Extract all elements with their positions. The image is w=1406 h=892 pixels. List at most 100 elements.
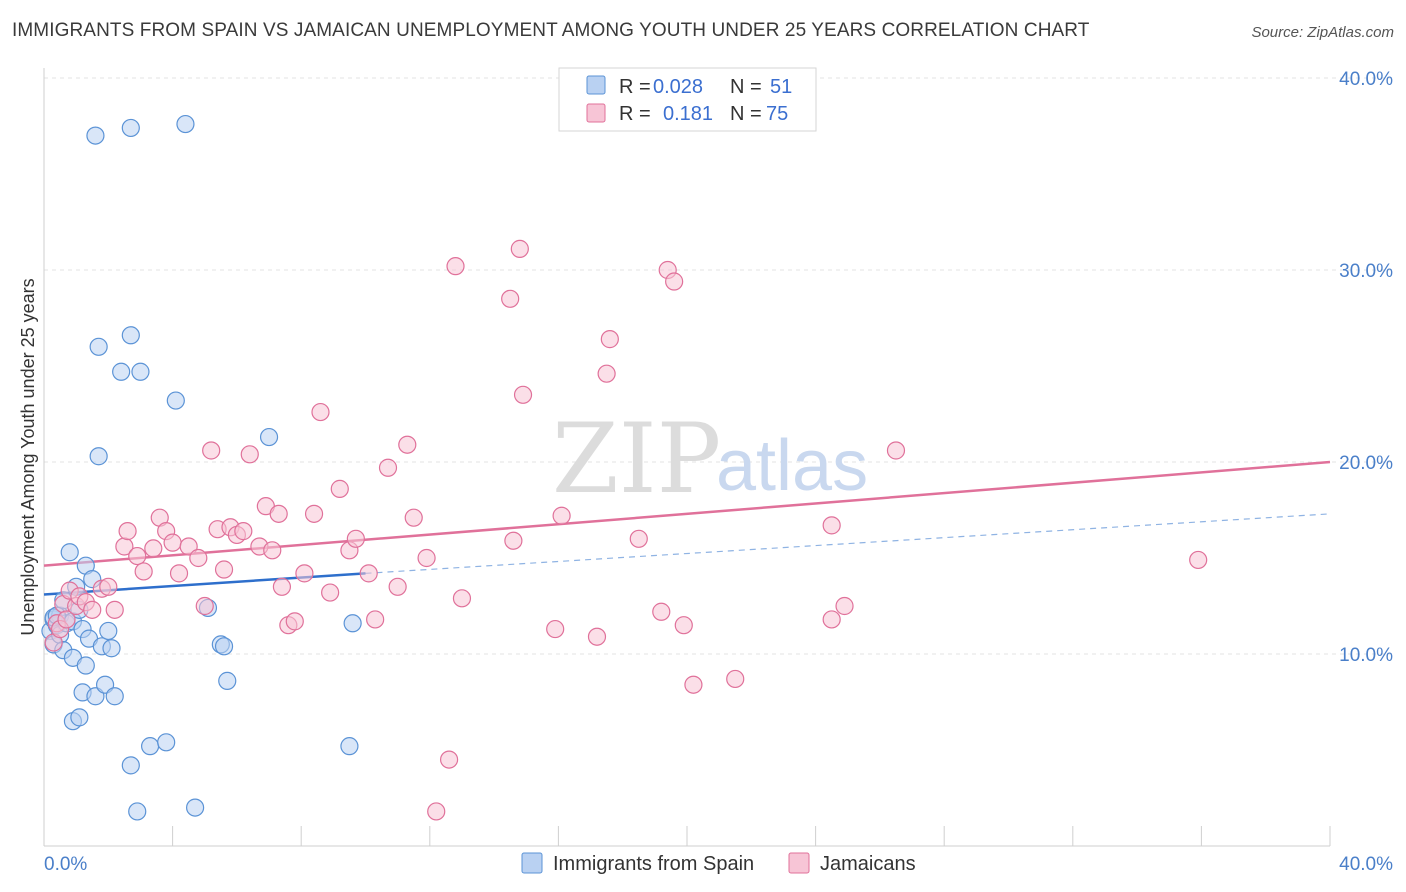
- spain-point-16: [76, 656, 95, 675]
- legend-swatch-jamaica: [586, 103, 606, 123]
- jamaica-point-73: [822, 516, 841, 535]
- jamaica-point-30: [234, 522, 253, 541]
- jamaica-point-75: [835, 596, 854, 616]
- spain-point-47: [176, 114, 195, 134]
- jamaica-point-66: [629, 529, 648, 548]
- spain-point-43: [343, 614, 362, 633]
- jamaica-point-62: [552, 506, 571, 525]
- jamaica-point-77: [1189, 550, 1208, 570]
- jamaica-point-64: [597, 364, 616, 383]
- spain-point-46: [121, 118, 140, 138]
- spain-point-37: [186, 798, 205, 817]
- jamaica-point-20: [163, 533, 182, 552]
- y-tick-label-30: 30.0%: [1339, 261, 1393, 282]
- jamaica-point-42: [321, 583, 340, 602]
- watermark-zip: ZIP: [552, 403, 721, 515]
- spain-point-44: [340, 737, 359, 756]
- jamaica-point-15: [128, 546, 147, 566]
- spain-point-21: [70, 708, 89, 727]
- jamaica-point-76: [886, 441, 906, 460]
- jamaica-point-43: [330, 479, 349, 498]
- legend-swatch-spain: [586, 75, 606, 95]
- bottom-legend-swatch-spain: [521, 852, 543, 874]
- jamaica-point-34: [263, 541, 282, 560]
- jamaica-point-27: [214, 560, 234, 579]
- spain-point-33: [121, 756, 140, 775]
- jamaica-point-56: [446, 257, 465, 276]
- jamaica-point-41: [311, 402, 330, 422]
- jamaica-point-67: [652, 602, 671, 621]
- spain-point-8: [60, 543, 79, 562]
- jamaica-point-69: [665, 272, 684, 291]
- legend-r-label-spain: R =: [619, 76, 651, 98]
- legend-r-value-spain: 0.028: [653, 76, 703, 98]
- jamaica-point-54: [439, 750, 459, 769]
- legend-n-value-jamaica: 75: [766, 103, 788, 125]
- spain-point-35: [157, 733, 176, 752]
- x-tick-label-max: 40.0%: [1339, 854, 1393, 875]
- jamaica-point-47: [366, 610, 385, 629]
- legend: R = 0.028 N = 51 R = 0.181 N = 75: [558, 67, 817, 132]
- jamaica-point-12: [105, 600, 124, 619]
- jamaica-point-25: [202, 441, 221, 460]
- jamaica-point-14: [118, 522, 137, 541]
- spain-point-29: [112, 362, 131, 381]
- legend-n-label-spain: N =: [730, 76, 762, 98]
- legend-n-value-spain: 51: [770, 76, 792, 98]
- y-tick-label-10: 10.0%: [1339, 645, 1393, 666]
- x-tick-label-min: 0.0%: [44, 854, 87, 875]
- legend-n-label-jamaica: N =: [730, 103, 762, 125]
- spain-point-45: [86, 126, 105, 145]
- gridlines: [44, 77, 1394, 655]
- legend-r-label-jamaica: R =: [619, 103, 651, 125]
- watermark-atlas: atlas: [716, 426, 868, 506]
- jamaica-point-46: [359, 564, 378, 583]
- jamaica-point-55: [452, 589, 472, 608]
- jamaica-point-17: [144, 539, 163, 558]
- jamaica-point-36: [272, 577, 292, 596]
- bottom-legend-swatch-jamaica: [788, 852, 810, 874]
- bottom-legend: Immigrants from Spain Jamaicans: [521, 852, 916, 875]
- spain-point-28: [105, 687, 124, 706]
- series-jamaica-points: [44, 239, 1208, 821]
- series-spain-points: [41, 114, 362, 821]
- jamaica-point-52: [417, 548, 436, 568]
- watermark: ZIP atlas: [552, 403, 868, 515]
- jamaica-point-16: [134, 562, 153, 581]
- y-tick-label-40: 40.0%: [1339, 69, 1393, 90]
- jamaica-point-48: [378, 458, 398, 477]
- jamaica-point-35: [269, 504, 288, 523]
- y-tick-label-20: 20.0%: [1339, 453, 1393, 474]
- spain-point-32: [128, 802, 147, 821]
- jamaica-point-65: [600, 330, 619, 349]
- trend-line-spain-extension: [365, 513, 1331, 574]
- jamaica-point-45: [346, 529, 365, 548]
- jamaica-point-72: [726, 669, 745, 689]
- spain-point-42: [259, 427, 279, 447]
- chart-title: IMMIGRANTS FROM SPAIN VS JAMAICAN UNEMPL…: [12, 20, 1090, 41]
- jamaica-point-61: [546, 619, 565, 639]
- spain-point-34: [140, 737, 160, 756]
- jamaica-point-11: [99, 577, 118, 596]
- jamaica-point-4: [57, 610, 76, 629]
- jamaica-point-31: [240, 445, 259, 464]
- jamaica-point-24: [195, 596, 214, 616]
- legend-r-value-jamaica: 0.181: [663, 103, 713, 125]
- jamaica-point-63: [587, 627, 607, 646]
- jamaica-point-74: [822, 610, 841, 629]
- spain-point-41: [218, 671, 237, 690]
- jamaica-point-70: [674, 616, 693, 635]
- y-tick-labels: 10.0% 20.0% 30.0% 40.0%: [1339, 69, 1393, 666]
- y-axis-title: Unemployment Among Youth under 25 years: [18, 278, 38, 635]
- jamaica-point-39: [295, 564, 314, 583]
- bottom-legend-label-spain: Immigrants from Spain: [553, 853, 754, 875]
- spain-point-40: [214, 637, 234, 656]
- spain-point-23: [89, 337, 108, 356]
- jamaica-point-71: [684, 675, 703, 694]
- jamaica-point-9: [83, 600, 102, 619]
- spain-point-27: [102, 639, 121, 658]
- jamaica-point-38: [285, 612, 304, 631]
- jamaica-point-53: [427, 802, 446, 821]
- spain-point-22: [89, 447, 108, 466]
